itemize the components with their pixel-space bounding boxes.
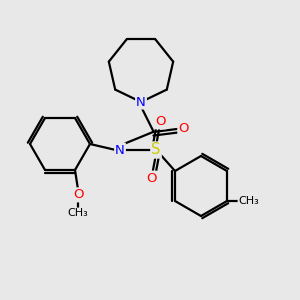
Text: O: O (155, 115, 166, 128)
Text: N: N (115, 143, 125, 157)
Text: CH₃: CH₃ (238, 196, 259, 206)
Text: S: S (151, 142, 161, 158)
Text: O: O (146, 172, 157, 185)
Text: CH₃: CH₃ (68, 208, 88, 218)
Text: N: N (136, 95, 146, 109)
Text: O: O (178, 122, 189, 135)
Text: O: O (73, 188, 83, 201)
